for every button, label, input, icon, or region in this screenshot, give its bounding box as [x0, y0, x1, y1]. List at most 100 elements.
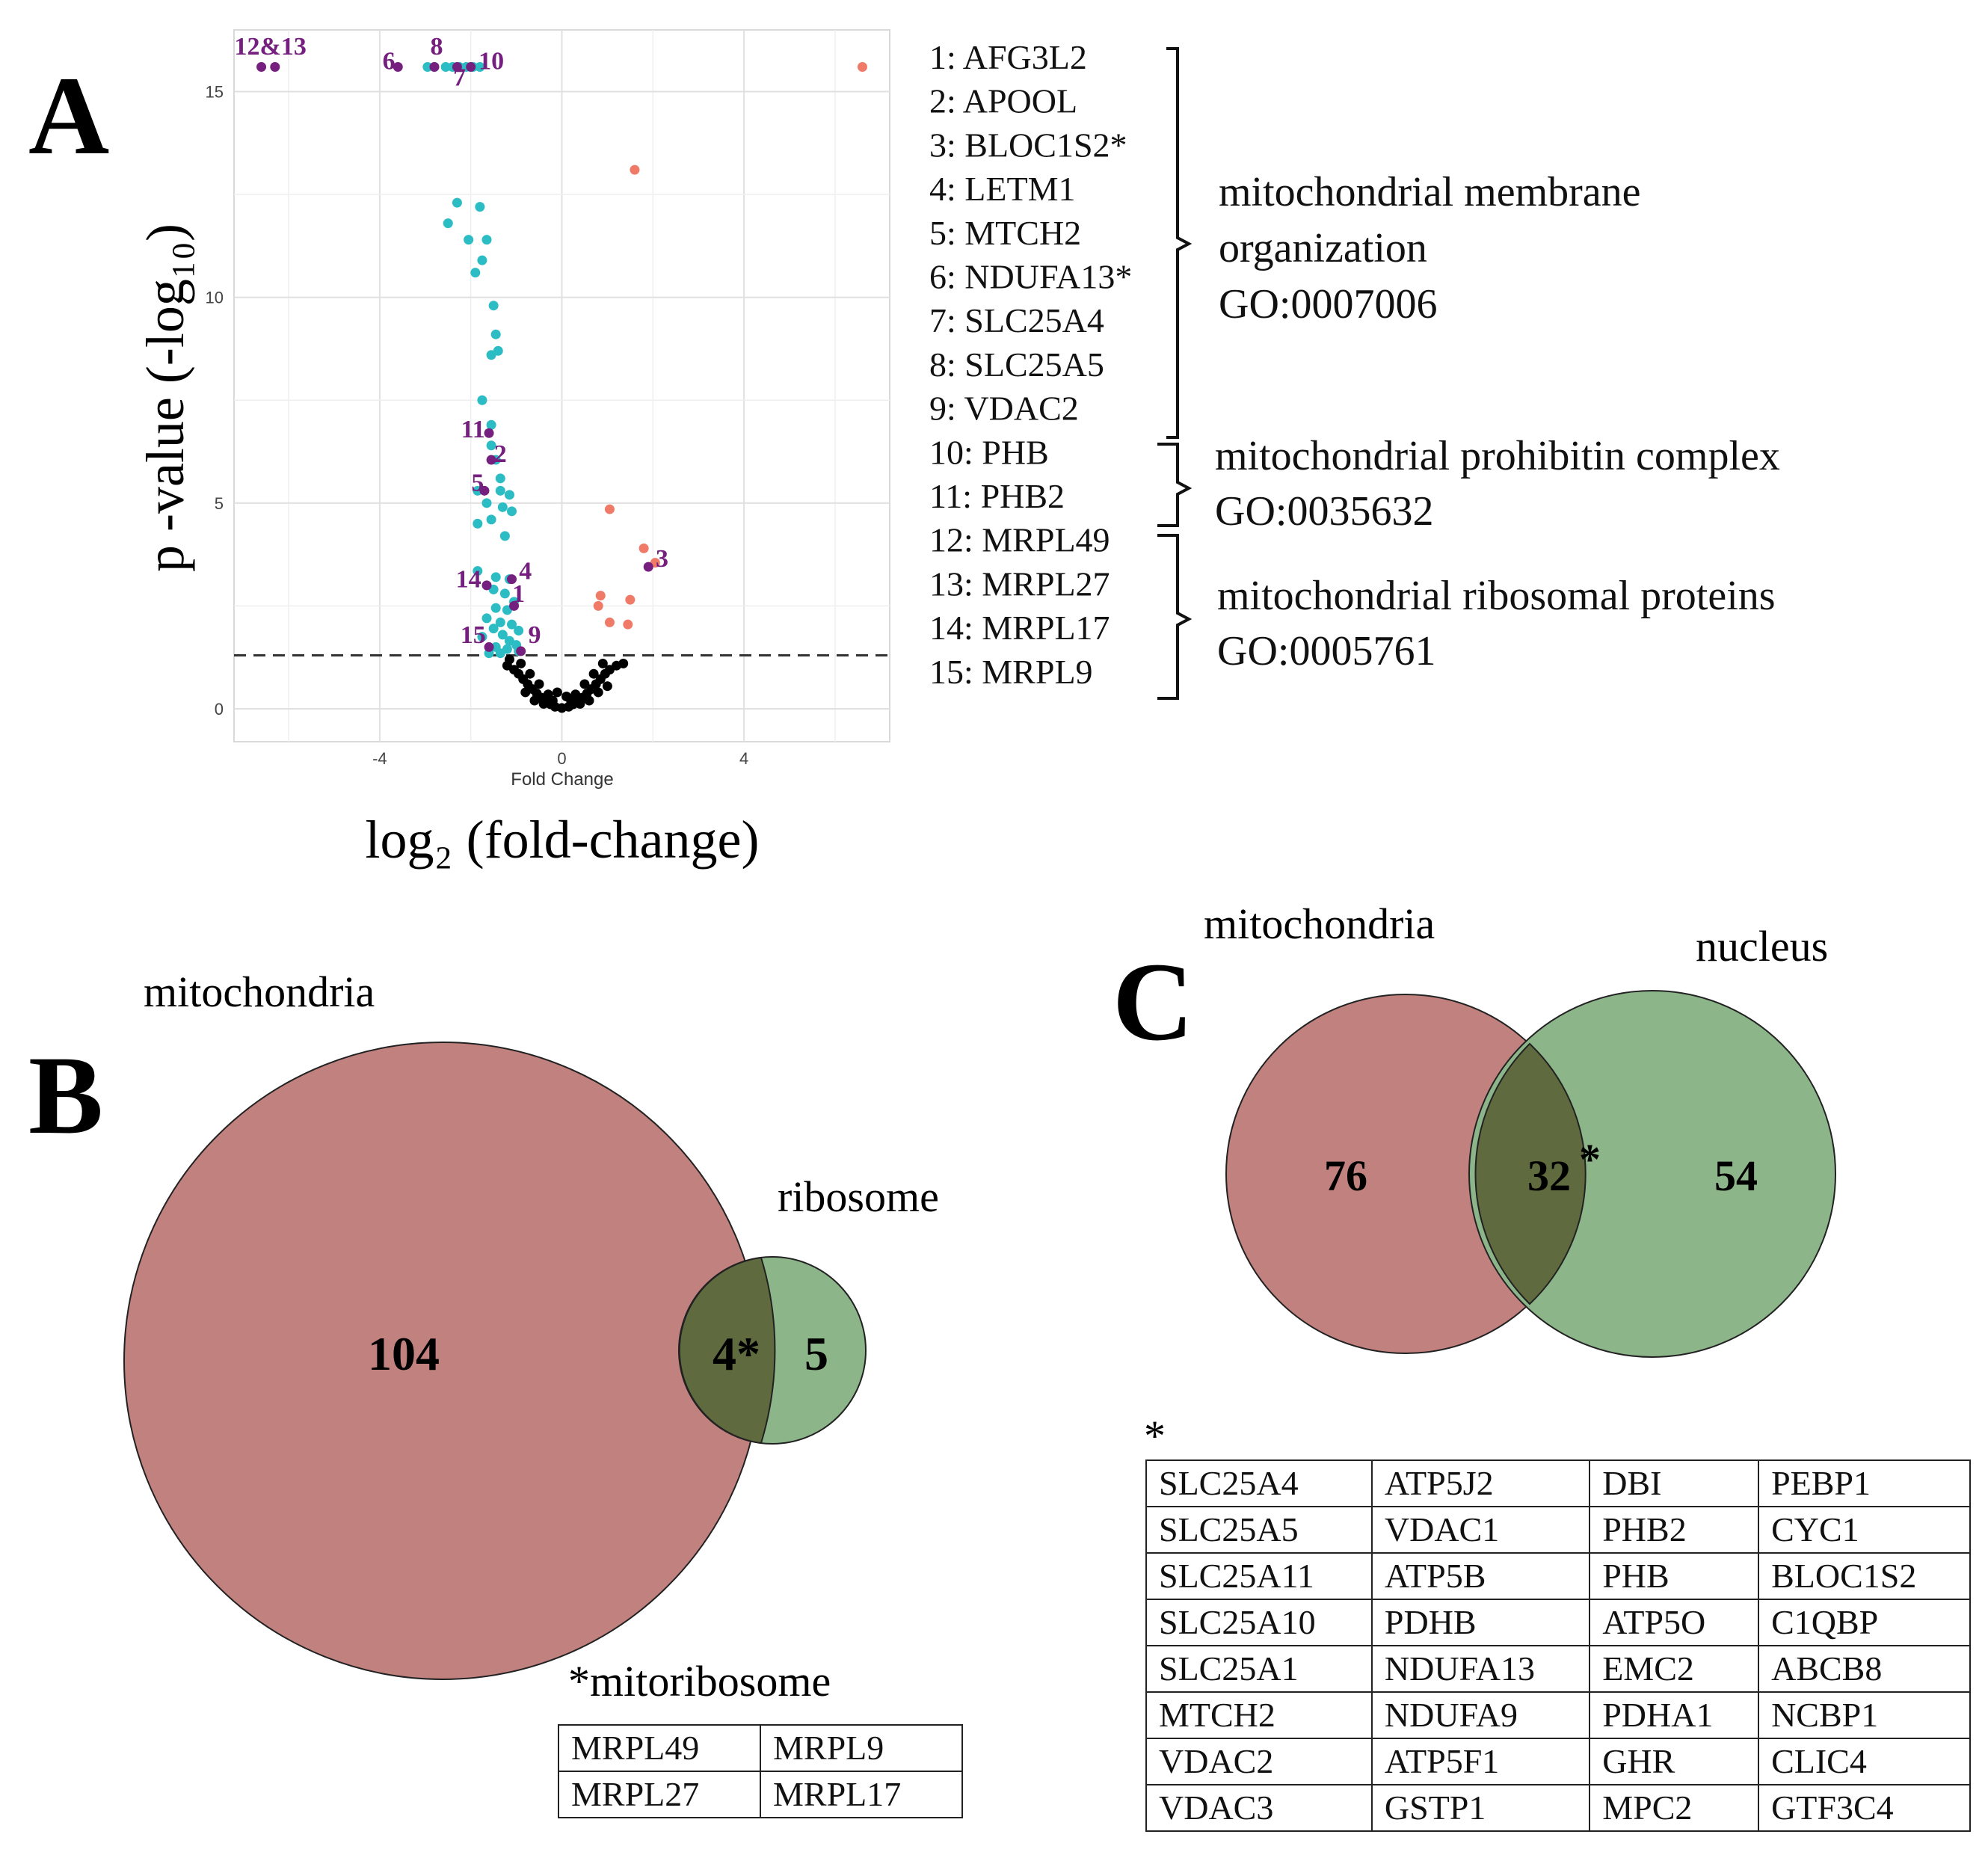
point-annotation: 8 [431, 33, 443, 61]
table-cell: NDUFA9 [1370, 1691, 1591, 1739]
go-group-label-line: mitochondrial ribosomal proteins [1217, 573, 1776, 619]
data-point-down [497, 630, 508, 640]
data-point-down [475, 202, 485, 212]
venn-b-count-left: 104 [368, 1327, 440, 1380]
venn-b-count-right: 5 [804, 1327, 828, 1380]
data-point-ns [552, 687, 562, 698]
point-annotation: 10 [478, 47, 504, 75]
venn-c-label-right: nucleus [1696, 922, 1828, 971]
panel-c-letter: C [1113, 940, 1193, 1064]
data-point-ns [504, 654, 514, 665]
data-point-down [514, 625, 524, 636]
table-cell: SLC25A4 [1145, 1459, 1373, 1507]
gene-list-item: 8: SLC25A5 [929, 345, 1104, 384]
data-point-ns [588, 668, 599, 679]
table-cell: MRPL17 [760, 1771, 963, 1818]
data-point-up [857, 62, 867, 73]
data-point-highlight [481, 580, 492, 591]
table-cell: SLC25A5 [1145, 1506, 1373, 1554]
table-cell: ATP5F1 [1370, 1738, 1591, 1785]
data-point-down [473, 518, 483, 529]
table-cell: ATP5J2 [1370, 1459, 1591, 1507]
data-point-ns [547, 695, 558, 706]
table-cell: ABCB8 [1758, 1645, 1971, 1693]
data-point-up [625, 594, 636, 605]
data-point-down [486, 350, 496, 360]
gene-list-item: 9: VDAC2 [929, 390, 1079, 428]
table-cell: CYC1 [1758, 1506, 1971, 1554]
gene-list-item: 13: MRPL27 [929, 565, 1110, 603]
go-group-label-line: mitochondrial prohibitin complex [1215, 433, 1780, 479]
table-row: SLC25A10 PDHB ATP5O C1QBP [1145, 1599, 1971, 1646]
y-tick-label: 0 [215, 700, 224, 719]
data-point-up [595, 591, 606, 601]
data-point-ns [520, 687, 531, 698]
data-points [256, 62, 867, 713]
point-annotation: 3 [656, 545, 668, 573]
table-row: SLC25A1 NDUFA13 EMC2 ABCB8 [1145, 1645, 1971, 1693]
data-point-ns [561, 691, 572, 701]
data-point-down [440, 62, 451, 73]
x-axis-ticks: -4 0 4 [372, 749, 748, 768]
table-cell: MRPL9 [760, 1724, 963, 1772]
table-cell: GSTP1 [1370, 1784, 1591, 1832]
data-point-highlight [516, 646, 526, 656]
table-cell: EMC2 [1589, 1645, 1760, 1693]
data-point-down [477, 255, 487, 265]
data-point-down [443, 218, 453, 229]
table-row: VDAC3 GSTP1 MPC2 GTF3C4 [1145, 1784, 1971, 1832]
panel-a-letter: A [28, 54, 109, 178]
table-cell: SLC25A11 [1145, 1552, 1373, 1600]
table-cell: VDAC1 [1370, 1506, 1591, 1554]
gene-list-item: 10: PHB [929, 433, 1049, 471]
x-tick-label: -4 [372, 749, 387, 768]
venn-b-label-left: mitochondria [144, 968, 375, 1016]
venn-c-count-right: 54 [1714, 1151, 1758, 1200]
venn-c-overlap [1474, 1042, 1587, 1305]
table-cell: ATP5O [1589, 1599, 1760, 1646]
data-point-ns [602, 681, 612, 692]
bracket-membrane [1166, 47, 1193, 439]
data-point-ns [575, 698, 585, 709]
table-row: VDAC2 ATP5F1 GHR CLIC4 [1145, 1738, 1971, 1785]
point-annotation: 12&13 [235, 33, 307, 61]
venn-c-count-left: 76 [1324, 1151, 1367, 1200]
data-point-down [495, 617, 505, 627]
data-point-ns [618, 658, 629, 668]
table-cell: PDHB [1370, 1599, 1591, 1646]
go-group-labels: mitochondrial membrane organization GO:000… [1215, 169, 1780, 674]
table-cell: SLC25A10 [1145, 1599, 1373, 1646]
gene-list-item: 7: SLC25A4 [929, 301, 1104, 339]
table-cell: PHB [1589, 1552, 1760, 1600]
go-group-label-line: GO:0005761 [1217, 628, 1435, 674]
table-cell: GTF3C4 [1758, 1784, 1971, 1832]
table-cell: ATP5B [1370, 1552, 1591, 1600]
data-point-highlight [270, 62, 280, 73]
data-point-down [490, 603, 501, 613]
table-cell: PHB2 [1589, 1506, 1760, 1554]
data-point-up [604, 504, 615, 514]
data-point-ns [525, 668, 535, 679]
table-row: SLC25A11 ATP5B PHB BLOC1S2 [1145, 1552, 1971, 1600]
go-group-label-line: GO:0035632 [1215, 488, 1433, 535]
go-group-label-line: GO:0007006 [1219, 281, 1437, 327]
table-cell: SLC25A1 [1145, 1645, 1373, 1693]
data-point-up [630, 164, 640, 175]
data-point-up [593, 600, 603, 611]
table-cell: BLOC1S2 [1758, 1552, 1971, 1600]
data-point-highlight [507, 574, 517, 585]
data-point-down [490, 329, 501, 339]
group-brackets [1157, 47, 1193, 700]
point-annotation: 15 [461, 621, 486, 649]
point-annotations: 12&13 6 8 10 7 11 25 4 14 1 3 15 9 [235, 33, 668, 649]
data-point-highlight [486, 455, 496, 465]
data-point-up [623, 619, 633, 630]
data-point-highlight [466, 62, 476, 73]
data-point-down [499, 588, 510, 599]
mito-nucleus-overlap-table: SLC25A4 ATP5J2 DBI PEBP1 SLC25A5 VDAC1 PHB2 CYC… [1145, 1459, 1971, 1832]
data-point-down [481, 235, 492, 245]
table-cell: MPC2 [1589, 1784, 1760, 1832]
table-row: SLC25A5 VDAC1 PHB2 CYC1 [1145, 1506, 1971, 1554]
point-annotation: 5 [471, 469, 484, 496]
